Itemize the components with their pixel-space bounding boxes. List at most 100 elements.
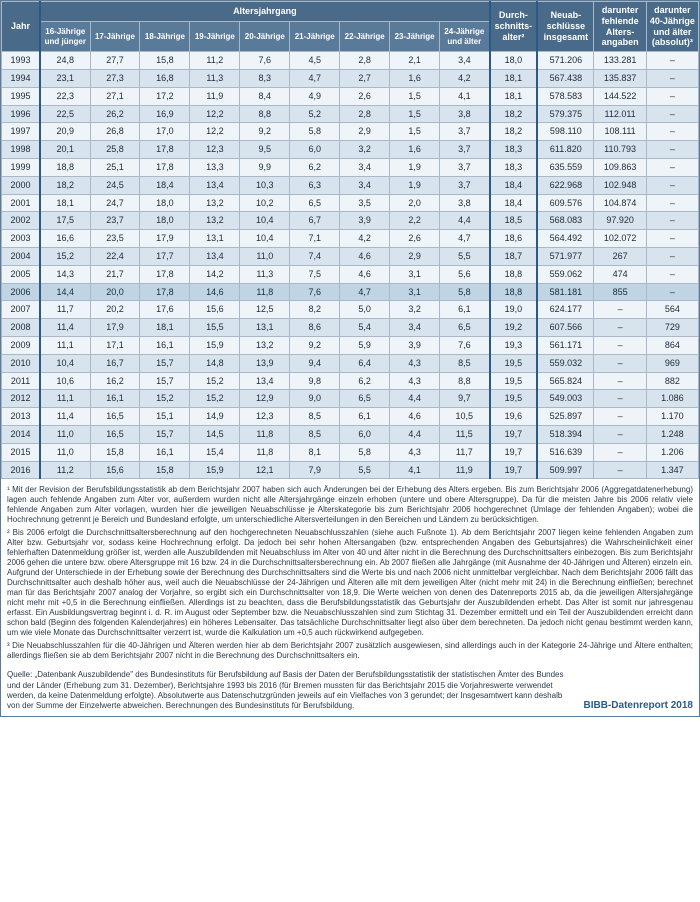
cell-age-5: 9,2 xyxy=(290,336,340,354)
cell-age-0: 11,0 xyxy=(40,425,90,443)
cell-age-2: 17,0 xyxy=(140,123,190,141)
cell-age-2: 15,7 xyxy=(140,425,190,443)
cell-over40: – xyxy=(646,52,698,70)
cell-age-0: 18,8 xyxy=(40,158,90,176)
cell-age-5: 7,9 xyxy=(290,461,340,479)
cell-missing: – xyxy=(594,354,646,372)
source-block: Quelle: „Datenbank Auszubildende" des Bu… xyxy=(1,666,699,716)
cell-age-1: 27,1 xyxy=(90,87,140,105)
cell-age-0: 22,3 xyxy=(40,87,90,105)
cell-missing: – xyxy=(594,372,646,390)
cell-age-8: 9,7 xyxy=(440,390,490,408)
footnotes: ¹ Mit der Revision der Berufsbildungssta… xyxy=(1,479,699,666)
cell-age-3: 15,4 xyxy=(190,443,240,461)
table-row: 200415,222,417,713,411,07,44,62,95,518,7… xyxy=(2,247,699,265)
cell-missing: 474 xyxy=(594,265,646,283)
cell-neu: 581.181 xyxy=(537,283,594,301)
cell-age-5: 8,5 xyxy=(290,408,340,426)
table-row: 199423,127,316,811,38,34,72,71,64,218,15… xyxy=(2,69,699,87)
cell-age-6: 5,0 xyxy=(340,301,390,319)
cell-age-3: 13,4 xyxy=(190,247,240,265)
cell-over40: 1.206 xyxy=(646,443,698,461)
cell-avg: 18,6 xyxy=(490,230,538,248)
cell-age-2: 16,1 xyxy=(140,336,190,354)
cell-avg: 18,8 xyxy=(490,283,538,301)
cell-age-5: 7,1 xyxy=(290,230,340,248)
cell-age-5: 9,8 xyxy=(290,372,340,390)
cell-avg: 19,2 xyxy=(490,319,538,337)
cell-age-3: 12,3 xyxy=(190,141,240,159)
cell-neu: 579.375 xyxy=(537,105,594,123)
cell-age-1: 17,1 xyxy=(90,336,140,354)
cell-over40: – xyxy=(646,283,698,301)
col-avg-age: Durch­schnitts­alter² xyxy=(490,2,538,52)
cell-over40: – xyxy=(646,265,698,283)
cell-year: 2008 xyxy=(2,319,41,337)
cell-age-5: 6,2 xyxy=(290,158,340,176)
cell-over40: – xyxy=(646,176,698,194)
cell-age-4: 11,8 xyxy=(240,283,290,301)
cell-age-7: 4,1 xyxy=(390,461,440,479)
cell-age-1: 16,7 xyxy=(90,354,140,372)
cell-age-1: 24,7 xyxy=(90,194,140,212)
cell-neu: 571.977 xyxy=(537,247,594,265)
cell-age-2: 17,8 xyxy=(140,141,190,159)
cell-age-4: 10,2 xyxy=(240,194,290,212)
cell-year: 2002 xyxy=(2,212,41,230)
table-row: 200018,224,518,413,410,36,33,41,93,718,4… xyxy=(2,176,699,194)
cell-age-0: 23,1 xyxy=(40,69,90,87)
table-row: 200217,523,718,013,210,46,73,92,24,418,5… xyxy=(2,212,699,230)
cell-age-6: 2,9 xyxy=(340,123,390,141)
cell-missing: 109.863 xyxy=(594,158,646,176)
cell-age-2: 15,1 xyxy=(140,408,190,426)
cell-age-5: 4,7 xyxy=(290,69,340,87)
col-age-group: Altersjahrgang xyxy=(40,2,489,22)
cell-age-3: 14,6 xyxy=(190,283,240,301)
data-table: Jahr Altersjahrgang Durch­schnitts­alter… xyxy=(1,1,699,479)
cell-age-0: 14,3 xyxy=(40,265,90,283)
cell-avg: 18,1 xyxy=(490,87,538,105)
cell-age-3: 13,2 xyxy=(190,212,240,230)
cell-age-1: 27,7 xyxy=(90,52,140,70)
cell-avg: 19,7 xyxy=(490,443,538,461)
cell-age-2: 17,8 xyxy=(140,158,190,176)
cell-age-0: 11,7 xyxy=(40,301,90,319)
cell-age-7: 1,5 xyxy=(390,105,440,123)
cell-age-4: 11,8 xyxy=(240,425,290,443)
cell-age-7: 4,6 xyxy=(390,408,440,426)
cell-missing: 135.837 xyxy=(594,69,646,87)
table-row: 199324,827,715,811,27,64,52,82,13,418,05… xyxy=(2,52,699,70)
cell-age-5: 7,5 xyxy=(290,265,340,283)
cell-age-5: 4,9 xyxy=(290,87,340,105)
cell-neu: 571.206 xyxy=(537,52,594,70)
cell-age-7: 3,4 xyxy=(390,319,440,337)
cell-age-3: 11,9 xyxy=(190,87,240,105)
cell-age-7: 2,9 xyxy=(390,247,440,265)
cell-age-0: 11,0 xyxy=(40,443,90,461)
cell-age-1: 20,0 xyxy=(90,283,140,301)
cell-age-8: 11,5 xyxy=(440,425,490,443)
cell-age-6: 6,2 xyxy=(340,372,390,390)
cell-age-1: 26,8 xyxy=(90,123,140,141)
cell-year: 1997 xyxy=(2,123,41,141)
cell-avg: 18,4 xyxy=(490,194,538,212)
cell-age-8: 3,7 xyxy=(440,141,490,159)
cell-age-8: 4,2 xyxy=(440,69,490,87)
cell-neu: 549.003 xyxy=(537,390,594,408)
cell-age-4: 10,4 xyxy=(240,212,290,230)
cell-age-4: 13,9 xyxy=(240,354,290,372)
cell-avg: 18,3 xyxy=(490,141,538,159)
cell-missing: – xyxy=(594,408,646,426)
cell-over40: – xyxy=(646,230,698,248)
cell-age-8: 4,4 xyxy=(440,212,490,230)
cell-over40: 1.248 xyxy=(646,425,698,443)
cell-age-3: 11,2 xyxy=(190,52,240,70)
cell-age-2: 16,1 xyxy=(140,443,190,461)
cell-age-3: 15,2 xyxy=(190,390,240,408)
table-body: 199324,827,715,811,27,64,52,82,13,418,05… xyxy=(2,52,699,479)
cell-age-8: 7,6 xyxy=(440,336,490,354)
cell-year: 2000 xyxy=(2,176,41,194)
cell-year: 1996 xyxy=(2,105,41,123)
cell-age-0: 11,2 xyxy=(40,461,90,479)
cell-age-1: 22,4 xyxy=(90,247,140,265)
